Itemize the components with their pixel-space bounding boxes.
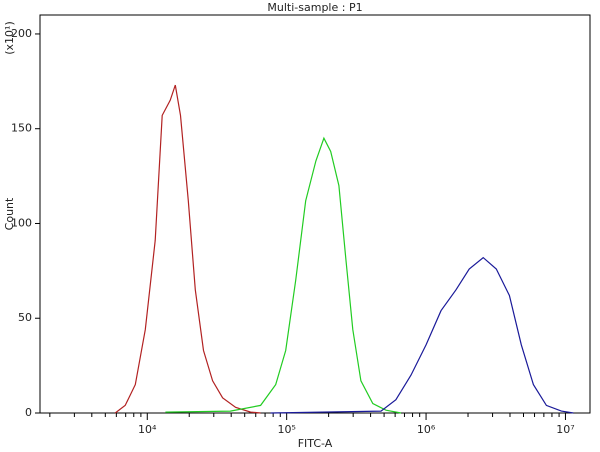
x-tick-label: 10⁴ (138, 423, 157, 436)
chart-title: Multi-sample : P1 (267, 1, 362, 14)
x-tick-label: 10⁶ (417, 423, 436, 436)
plot-frame (39, 14, 591, 414)
x-tick-label: 10⁷ (556, 423, 574, 436)
y-tick-label: 100 (11, 216, 32, 229)
histogram-curve (165, 136, 402, 414)
y-tick-label: 0 (25, 406, 32, 419)
y-multiplier: (x10¹) (3, 21, 16, 55)
histogram-curve (270, 256, 574, 414)
x-tick-label: 10⁵ (277, 423, 295, 436)
y-axis-label: Count (3, 197, 16, 230)
y-tick-label: 200 (11, 27, 32, 40)
y-tick-label: 150 (11, 122, 32, 135)
x-axis-label: FITC-A (298, 437, 333, 450)
y-tick-label: 50 (18, 311, 32, 324)
histogram-curve (114, 84, 261, 414)
